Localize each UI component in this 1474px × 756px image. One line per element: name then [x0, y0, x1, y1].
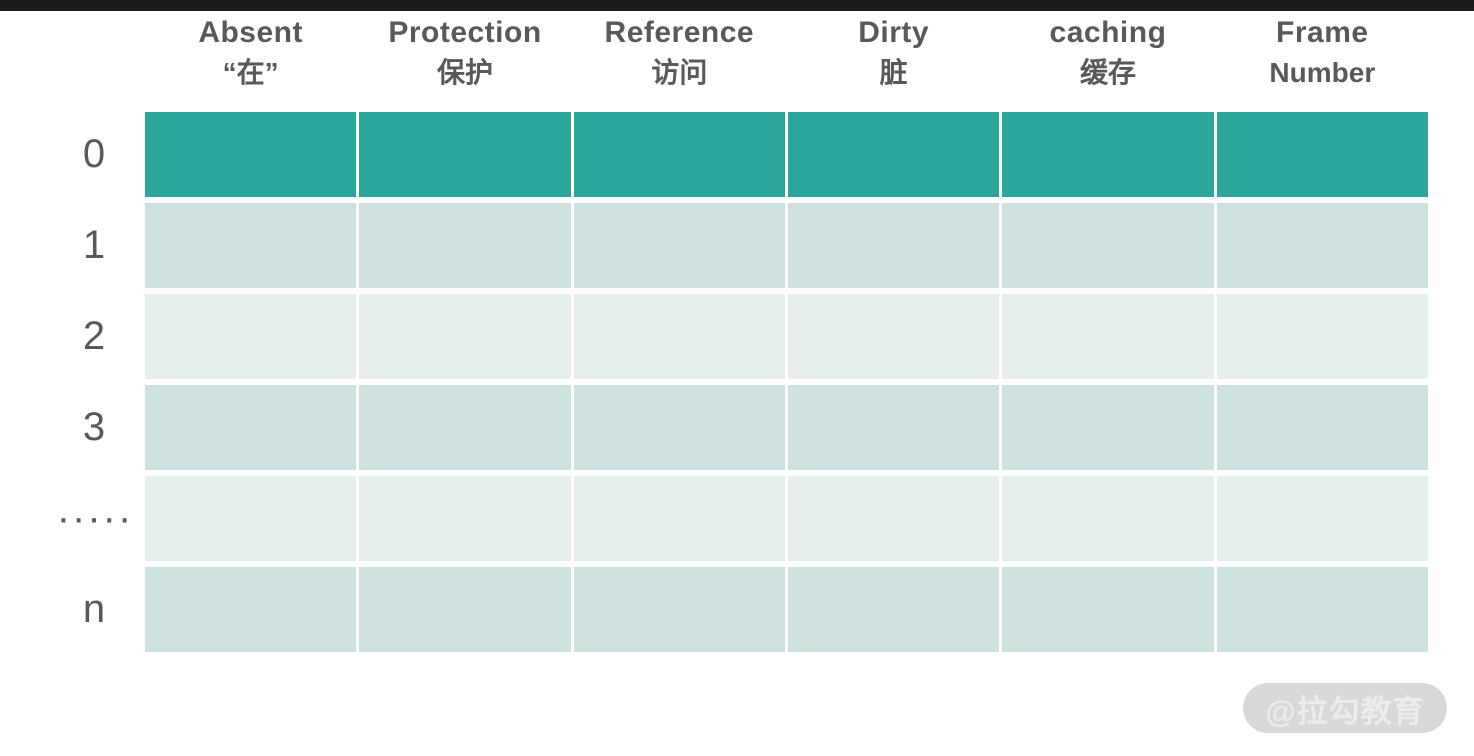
column-header-line2: 保护 [436, 57, 493, 88]
row-label-2: 2 [82, 314, 108, 358]
table-cell [1216, 476, 1428, 561]
table-cell [145, 203, 357, 288]
table-cell [787, 203, 1000, 288]
table-cell [1216, 567, 1428, 652]
table-column-headers: Absent “在” Protection 保护 Reference 访问 Di… [145, 14, 1428, 94]
watermark-text: @拉勾教育 [1265, 693, 1425, 729]
table-cell [359, 203, 571, 288]
table-row [145, 294, 1428, 379]
table-row [145, 476, 1428, 561]
column-header-frame-number: Frame Number [1217, 14, 1428, 94]
table-cell [145, 294, 357, 379]
table-cell [359, 476, 571, 561]
column-header-protection: Protection 保护 [359, 14, 570, 94]
column-header-line1: Reference [604, 16, 755, 49]
table-cell [1216, 112, 1428, 197]
column-header-line2: 访问 [651, 57, 708, 88]
table-cell [573, 112, 785, 197]
row-labels: 0 1 2 3 ····· n [25, 112, 165, 658]
table-cell [145, 567, 357, 652]
table-cell [787, 294, 1000, 379]
row-label-1: 1 [82, 223, 108, 267]
table-cell [359, 294, 571, 379]
table-cell [787, 385, 1000, 470]
column-header-line1: Dirty [858, 16, 930, 49]
table-cell [1002, 385, 1214, 470]
top-border-bar [0, 0, 1474, 11]
table-cell [1002, 294, 1214, 379]
row-label-3: 3 [82, 405, 108, 449]
table-cell [359, 112, 571, 197]
table-cell [1002, 112, 1214, 197]
column-header-caching: caching 缓存 [1002, 14, 1213, 94]
column-header-dirty: Dirty 脏 [788, 14, 999, 94]
row-label-0: 0 [82, 132, 108, 176]
table-cell [145, 476, 357, 561]
column-header-line2: Number [1269, 57, 1376, 88]
column-header-line1: Frame [1276, 16, 1369, 49]
row-label-n: n [82, 587, 108, 631]
table-cell [787, 567, 1000, 652]
table-cell [787, 112, 1000, 197]
column-header-absent: Absent “在” [145, 14, 356, 94]
table-cell [359, 567, 571, 652]
table-row [145, 203, 1428, 288]
table-cell [145, 112, 357, 197]
column-header-line1: Protection [388, 16, 542, 49]
table-cell [1216, 385, 1428, 470]
table-cell [573, 385, 785, 470]
table-cell [573, 294, 785, 379]
table-row [145, 567, 1428, 652]
column-header-line2: 缓存 [1079, 57, 1136, 88]
table-cell [1216, 203, 1428, 288]
table-row [145, 112, 1428, 197]
table-cell [787, 476, 1000, 561]
table-cell [573, 476, 785, 561]
table-row [145, 385, 1428, 470]
watermark-badge: @拉勾教育 [1243, 683, 1447, 733]
page-table-grid [145, 112, 1428, 658]
column-header-line2: “在” [222, 57, 279, 88]
column-header-reference: Reference 访问 [574, 14, 785, 94]
table-cell [1216, 294, 1428, 379]
table-cell [1002, 567, 1214, 652]
row-label-ellipsis: ····· [56, 496, 134, 540]
table-cell [359, 385, 571, 470]
table-cell [1002, 203, 1214, 288]
table-cell [145, 385, 357, 470]
table-cell [1002, 476, 1214, 561]
column-header-line1: Absent [198, 16, 303, 49]
table-cell [573, 203, 785, 288]
column-header-line1: caching [1049, 16, 1167, 49]
column-header-line2: 脏 [879, 57, 908, 88]
table-cell [573, 567, 785, 652]
